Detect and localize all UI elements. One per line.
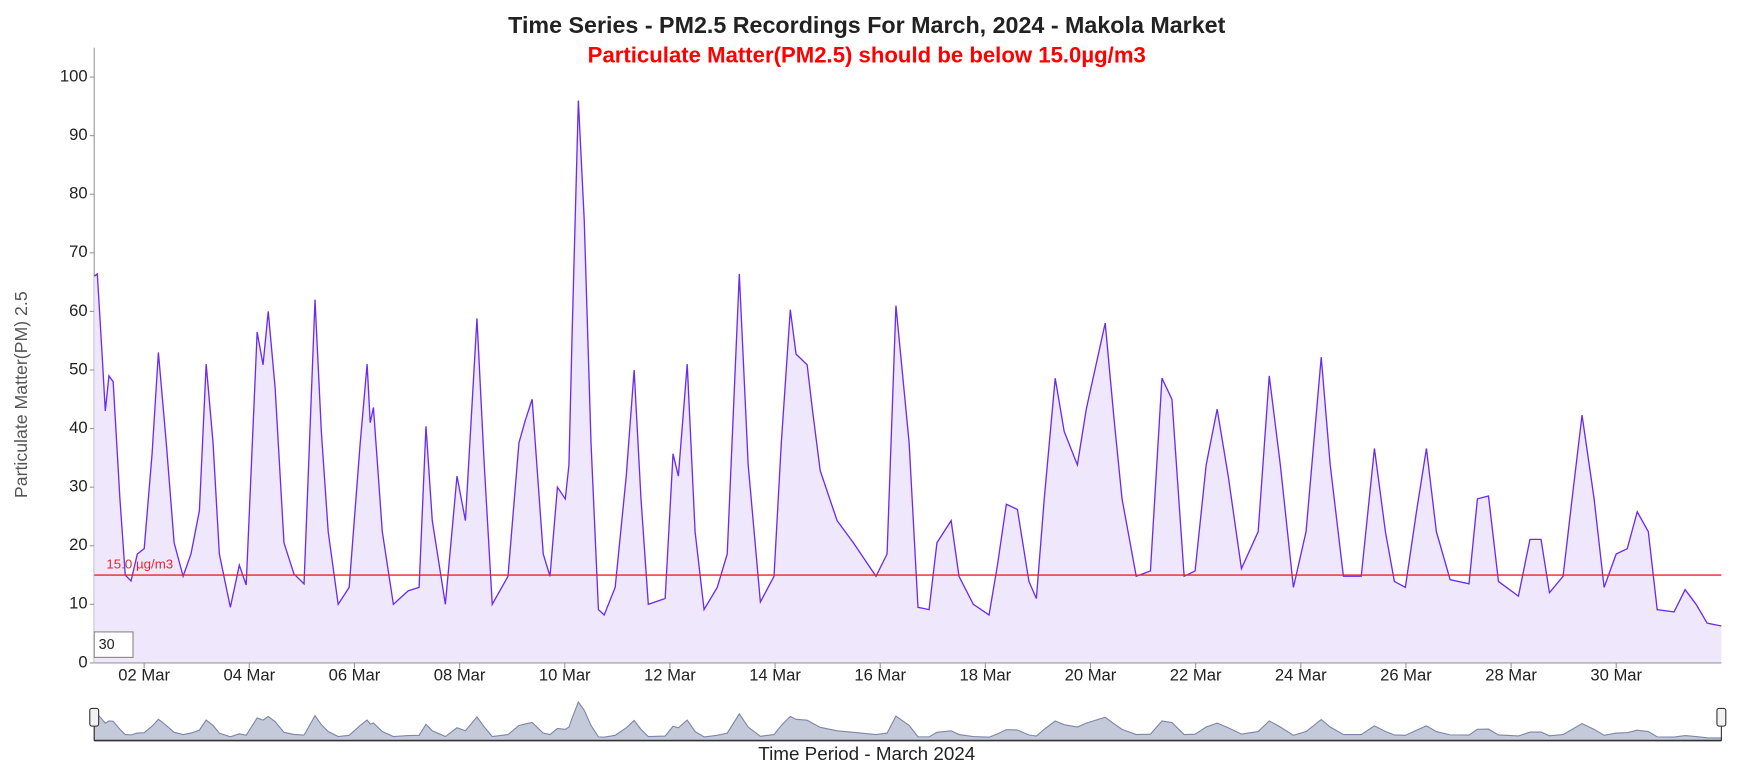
y-tick-label: 0 — [78, 652, 87, 671]
x-tick-label: 18 Mar — [959, 666, 1011, 685]
y-tick-label: 20 — [69, 535, 87, 554]
x-tick-label: 30 Mar — [1590, 666, 1642, 685]
x-tick-label: 02 Mar — [118, 666, 170, 685]
y-axis-label: Particulate Matter(PM) 2.5 — [11, 291, 31, 498]
x-axis-label: Time Period - March 2024 — [758, 743, 975, 764]
y-tick-label: 10 — [69, 594, 87, 613]
chart-subtitle: Particulate Matter(PM2.5) should be belo… — [588, 42, 1146, 67]
x-tick-label: 24 Mar — [1275, 666, 1327, 685]
threshold-label: 15.0 µg/m3 — [106, 557, 173, 572]
y-tick-label: 30 — [69, 477, 87, 496]
plot-area: 0 10 20 30 40 50 60 70 80 90 100 02 Mar 04 Mar 06 Mar… — [60, 47, 1727, 742]
y-tick-label: 100 — [60, 66, 88, 85]
x-tick-label: 04 Mar — [223, 666, 275, 685]
range-input-value[interactable]: 30 — [99, 637, 115, 653]
line — [93, 100, 1722, 627]
x-tick-label: 14 Mar — [749, 666, 801, 685]
x-tick-label: 20 Mar — [1065, 666, 1117, 685]
y-tick-label: 50 — [69, 359, 87, 378]
x-tick-label: 16 Mar — [854, 666, 906, 685]
y-tick-label: 60 — [69, 301, 87, 320]
area-fill — [94, 100, 1722, 663]
navigator-handle[interactable] — [89, 707, 100, 727]
range-input[interactable] — [93, 631, 134, 658]
x-tick-label: 08 Mar — [434, 666, 486, 685]
x-tick-label: 10 Mar — [539, 666, 591, 685]
navigator-area — [93, 700, 1722, 742]
x-tick-label: 12 Mar — [644, 666, 696, 685]
y-tick-label: 90 — [69, 125, 87, 144]
y-tick-label: 70 — [69, 242, 87, 261]
y-tick-label: 40 — [69, 418, 87, 437]
x-tick-label: 28 Mar — [1485, 666, 1537, 685]
x-tick-label: 06 Mar — [329, 666, 381, 685]
x-tick-label: 22 Mar — [1170, 666, 1222, 685]
navigator-handle[interactable] — [1716, 707, 1727, 727]
chart-title: Time Series - PM2.5 Recordings For March… — [508, 12, 1225, 38]
x-tick-label: 26 Mar — [1380, 666, 1432, 685]
y-tick-label: 80 — [69, 184, 87, 203]
